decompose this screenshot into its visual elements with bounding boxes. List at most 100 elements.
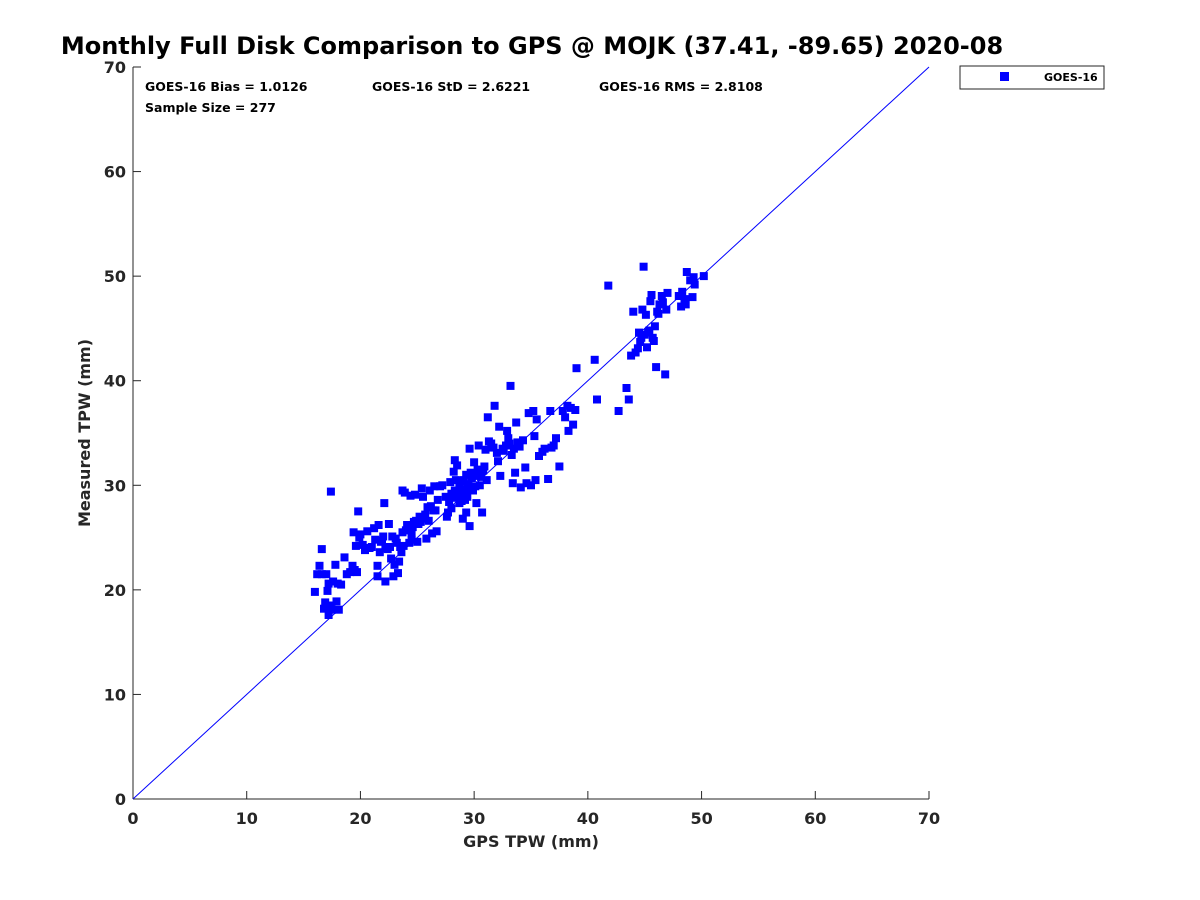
- data-point: [340, 553, 349, 562]
- data-point: [652, 363, 661, 372]
- data-point: [337, 580, 346, 589]
- data-point: [681, 300, 690, 309]
- data-point: [641, 310, 650, 319]
- data-point: [422, 534, 431, 543]
- data-point: [469, 486, 477, 495]
- data-point: [506, 381, 515, 390]
- data-point: [508, 479, 517, 488]
- data-point: [394, 569, 402, 578]
- data-point: [546, 407, 555, 415]
- data-point: [381, 577, 390, 586]
- data-point: [455, 481, 464, 490]
- data-point: [451, 476, 460, 485]
- data-point: [524, 409, 533, 418]
- data-point: [604, 281, 613, 290]
- data-point: [445, 498, 454, 506]
- data-point: [635, 328, 643, 337]
- data-point: [540, 444, 549, 453]
- y-tick-label: 10: [104, 685, 126, 704]
- data-point: [463, 492, 472, 501]
- data-point: [564, 426, 573, 435]
- data-point: [417, 484, 426, 493]
- data-point: [356, 530, 365, 539]
- data-point: [530, 432, 539, 441]
- data-point: [348, 561, 357, 570]
- data-point: [515, 442, 524, 451]
- data-point: [371, 535, 380, 544]
- data-point: [614, 407, 623, 415]
- data-point: [482, 476, 491, 485]
- data-point: [663, 288, 672, 297]
- data-point: [391, 534, 400, 543]
- data-point: [453, 461, 462, 470]
- data-point: [334, 605, 343, 614]
- data-point: [643, 343, 651, 352]
- data-point: [494, 457, 502, 466]
- data-point: [370, 524, 379, 533]
- data-point: [408, 523, 417, 532]
- data-point: [387, 554, 396, 563]
- data-point: [544, 475, 553, 483]
- data-point: [384, 520, 393, 528]
- data-point: [442, 512, 451, 521]
- x-tick-label: 50: [690, 809, 712, 828]
- data-point: [313, 570, 322, 579]
- data-point: [519, 436, 527, 445]
- y-tick-label: 60: [104, 163, 126, 182]
- data-point: [511, 468, 520, 477]
- legend-label: GOES-16: [1044, 71, 1098, 84]
- x-axis-ticks: 0 10 20 30 40 50 60 70: [127, 791, 940, 828]
- y-axis-label: Measured TPW (mm): [75, 339, 94, 527]
- data-point: [392, 538, 401, 547]
- data-point: [633, 344, 642, 353]
- data-point: [661, 370, 670, 379]
- data-point: [552, 434, 560, 443]
- data-point: [627, 351, 636, 360]
- std-stat: GOES-16 StD = 2.6221: [372, 79, 530, 94]
- data-point: [489, 443, 498, 452]
- data-point: [458, 514, 467, 523]
- data-point: [478, 508, 487, 517]
- y-tick-label: 40: [104, 372, 126, 391]
- data-point: [504, 434, 513, 443]
- data-point: [450, 456, 459, 465]
- data-point: [549, 441, 558, 450]
- data-point: [448, 493, 457, 502]
- data-point: [321, 598, 330, 607]
- data-point: [406, 491, 415, 500]
- x-tick-label: 60: [804, 809, 826, 828]
- data-point: [527, 481, 535, 490]
- data-point: [428, 529, 437, 538]
- data-point: [480, 462, 489, 471]
- data-point: [400, 488, 409, 497]
- data-point: [413, 537, 422, 546]
- data-point: [629, 307, 638, 316]
- data-point: [690, 280, 699, 289]
- data-point: [658, 298, 667, 307]
- data-point: [699, 272, 708, 281]
- data-point: [481, 445, 490, 454]
- data-point: [397, 548, 406, 557]
- data-point: [622, 384, 631, 392]
- y-tick-label: 0: [115, 790, 126, 809]
- data-point: [638, 305, 647, 314]
- data-point: [680, 295, 689, 304]
- data-point: [499, 446, 508, 455]
- data-point: [487, 439, 496, 448]
- data-point: [419, 492, 427, 501]
- data-point: [407, 529, 416, 538]
- x-tick-label: 20: [349, 809, 371, 828]
- data-point: [624, 395, 633, 404]
- data-point: [465, 522, 474, 531]
- data-point: [479, 466, 488, 475]
- data-point: [654, 309, 663, 318]
- data-point: [636, 338, 645, 346]
- data-point: [326, 601, 335, 610]
- y-tick-label: 30: [104, 476, 126, 495]
- data-point: [473, 465, 482, 474]
- data-point: [462, 508, 471, 517]
- data-point: [475, 481, 484, 490]
- data-point: [399, 541, 408, 550]
- data-point: [374, 521, 383, 529]
- data-point: [349, 528, 358, 537]
